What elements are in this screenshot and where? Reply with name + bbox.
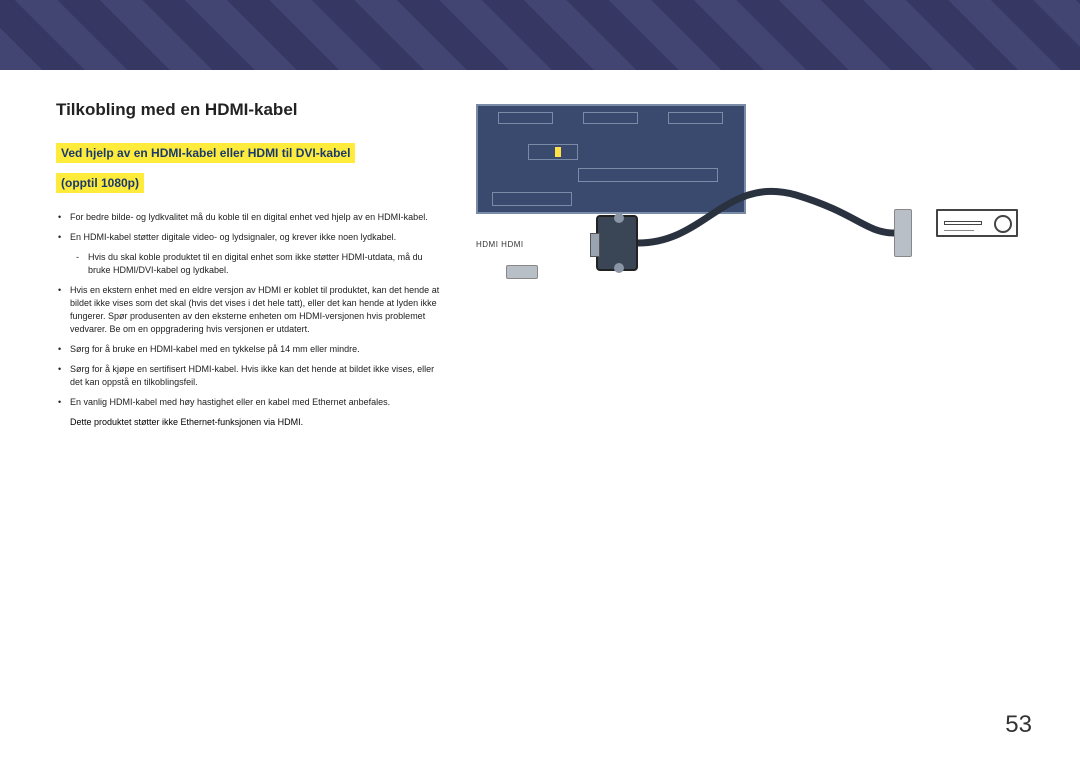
bullet-text: Sørg for å kjøpe en sertifisert HDMI-kab… bbox=[70, 364, 434, 387]
page-number: 53 bbox=[1005, 711, 1032, 739]
bullet-item: Sørg for å kjøpe en sertifisert HDMI-kab… bbox=[56, 363, 446, 389]
port-group bbox=[668, 112, 723, 124]
subtitle-block: Ved hjelp av en HDMI-kabel eller HDMI ti… bbox=[56, 138, 446, 199]
section-title: Tilkobling med en HDMI-kabel bbox=[56, 100, 446, 120]
port-group bbox=[583, 112, 638, 124]
bullet-text: En HDMI-kabel støtter digitale video- og… bbox=[70, 232, 396, 242]
sub-bullet-item: Hvis du skal koble produktet til en digi… bbox=[70, 251, 446, 277]
diagram-column: HDMI HDMI bbox=[466, 100, 1030, 429]
port-group bbox=[498, 112, 553, 124]
cable-diagram bbox=[506, 185, 1026, 325]
page-content: Tilkobling med en HDMI-kabel Ved hjelp a… bbox=[0, 70, 1080, 429]
hdmi-connector-right-icon bbox=[894, 209, 912, 257]
hdmi-port-highlight bbox=[555, 147, 561, 157]
bullet-item: En HDMI-kabel støtter digitale video- og… bbox=[56, 231, 446, 277]
bullet-item: En vanlig HDMI-kabel med høy hastighet e… bbox=[56, 396, 446, 409]
bullet-item: Sørg for å bruke en HDMI-kabel med en ty… bbox=[56, 343, 446, 356]
page-header-banner bbox=[0, 0, 1080, 70]
bullet-text: For bedre bilde- og lydkvalitet må du ko… bbox=[70, 212, 428, 222]
cable-path-icon bbox=[506, 185, 926, 305]
text-column: Tilkobling med en HDMI-kabel Ved hjelp a… bbox=[56, 100, 446, 429]
device-buttons-icon bbox=[944, 230, 974, 233]
bullet-text: En vanlig HDMI-kabel med høy hastighet e… bbox=[70, 397, 390, 407]
bullet-item: Hvis en ekstern enhet med en eldre versj… bbox=[56, 284, 446, 336]
bullet-list: For bedre bilde- og lydkvalitet må du ko… bbox=[56, 211, 446, 410]
sub-bullet-list: Hvis du skal koble produktet til en digi… bbox=[70, 251, 446, 277]
panel-port-row-top bbox=[498, 112, 723, 124]
bullet-text: Hvis du skal koble produktet til en digi… bbox=[88, 252, 423, 275]
playback-device-icon bbox=[936, 209, 1018, 237]
bullet-text: Hvis en ekstern enhet med en eldre versj… bbox=[70, 285, 439, 334]
device-slot-icon bbox=[944, 221, 982, 225]
device-disc-icon bbox=[994, 215, 1012, 233]
subtitle-line-2: (opptil 1080p) bbox=[56, 173, 144, 193]
panel-port-row-mid bbox=[578, 168, 718, 182]
note-text: Dette produktet støtter ikke Ethernet-fu… bbox=[56, 416, 446, 429]
bullet-text: Sørg for å bruke en HDMI-kabel med en ty… bbox=[70, 344, 360, 354]
subtitle-line-1: Ved hjelp av en HDMI-kabel eller HDMI ti… bbox=[56, 143, 355, 163]
bullet-item: For bedre bilde- og lydkvalitet må du ko… bbox=[56, 211, 446, 224]
hdmi-port-block bbox=[528, 144, 578, 160]
